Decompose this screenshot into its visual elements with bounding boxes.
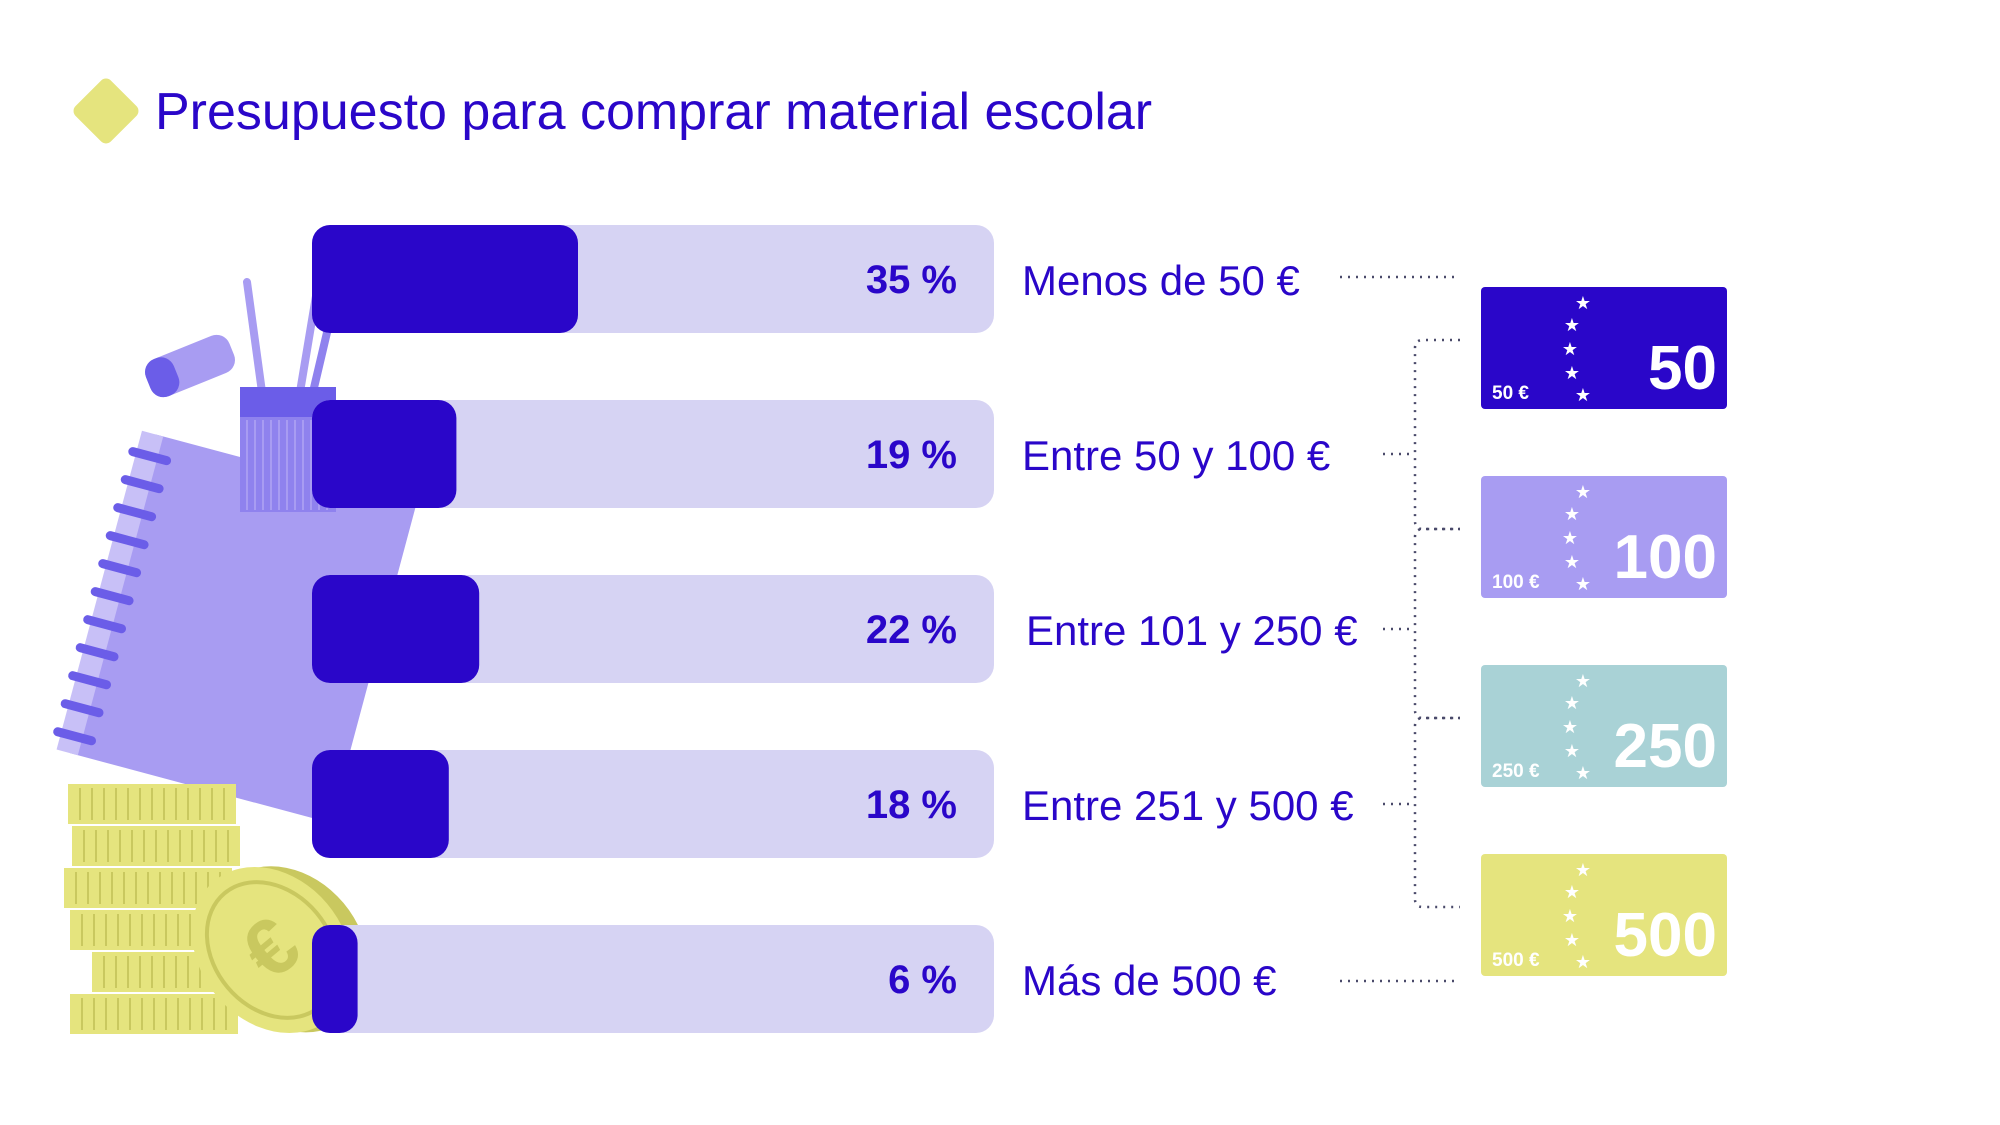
star-icon: ★	[1562, 717, 1578, 737]
bar	[312, 575, 480, 683]
banknote-body	[1481, 854, 1727, 976]
illustration: €	[53, 278, 417, 1034]
star-icon: ★	[1562, 906, 1578, 926]
banknote-50: ★★★★★50 €50	[1481, 287, 1727, 409]
page-title: Presupuesto para comprar material escola…	[155, 83, 1153, 141]
euro-coin-icon: €	[192, 866, 369, 1034]
category-label: Entre 50 y 100 €	[1022, 432, 1330, 479]
star-icon: ★	[1562, 528, 1578, 548]
bar	[312, 400, 457, 508]
star-icon: ★	[1575, 671, 1591, 691]
banknote-value: 500	[1614, 901, 1717, 970]
star-icon: ★	[1575, 574, 1591, 594]
banknote-value: 100	[1614, 523, 1717, 592]
bar-track	[312, 575, 994, 683]
star-icon: ★	[1575, 952, 1591, 972]
connector-lines	[1340, 275, 1460, 983]
star-icon: ★	[1564, 693, 1580, 713]
value-label: 18 %	[866, 783, 957, 827]
star-icon: ★	[1564, 882, 1580, 902]
value-label: 35 %	[866, 258, 957, 302]
banknote-small-label: 100 €	[1492, 572, 1540, 593]
category-label: Entre 251 y 500 €	[1022, 782, 1354, 829]
connector-bracket	[1413, 338, 1460, 531]
category-label: Menos de 50 €	[1022, 257, 1300, 304]
category-label: Más de 500 €	[1022, 957, 1277, 1004]
star-icon: ★	[1575, 763, 1591, 783]
connector-bracket	[1413, 527, 1460, 720]
bar	[312, 750, 449, 858]
banknote-value: 250	[1614, 712, 1717, 781]
banknote-small-label: 50 €	[1492, 383, 1529, 404]
banknotes: ★★★★★50 €50★★★★★100 €100★★★★★250 €250★★★…	[1481, 287, 1727, 976]
star-icon: ★	[1575, 385, 1591, 405]
banknote-value: 50	[1648, 334, 1717, 403]
value-label: 22 %	[866, 608, 957, 652]
value-label: 19 %	[866, 433, 957, 477]
banknote-body	[1481, 665, 1727, 787]
bar-track	[312, 750, 994, 858]
bar-chart: 35 % Menos de 50 € 19 % Entre 50 y 100 € 22 …	[312, 225, 1358, 1033]
banknote-500: ★★★★★500 €500	[1481, 854, 1727, 976]
star-icon: ★	[1564, 552, 1580, 572]
star-icon: ★	[1564, 363, 1580, 383]
connector-bracket	[1413, 716, 1460, 909]
notebook-icon	[53, 430, 417, 824]
banknote-small-label: 250 €	[1492, 761, 1540, 782]
value-label: 6 %	[888, 958, 957, 1002]
bar	[312, 225, 578, 333]
bar-track	[312, 925, 994, 1033]
star-icon: ★	[1564, 741, 1580, 761]
star-icon: ★	[1575, 293, 1591, 313]
banknote-250: ★★★★★250 €250	[1481, 665, 1727, 787]
star-icon: ★	[1575, 482, 1591, 502]
bar	[312, 925, 358, 1033]
banknote-small-label: 500 €	[1492, 950, 1540, 971]
star-icon: ★	[1564, 930, 1580, 950]
banknote-body	[1481, 476, 1727, 598]
bar-track	[312, 400, 994, 508]
banknote-body	[1481, 287, 1727, 409]
banknote-100: ★★★★★100 €100	[1481, 476, 1727, 598]
star-icon: ★	[1562, 339, 1578, 359]
star-icon: ★	[1575, 860, 1591, 880]
eraser-icon	[145, 334, 235, 398]
category-label: Entre 101 y 250 €	[1026, 607, 1358, 654]
star-icon: ★	[1564, 504, 1580, 524]
star-icon: ★	[1564, 315, 1580, 335]
